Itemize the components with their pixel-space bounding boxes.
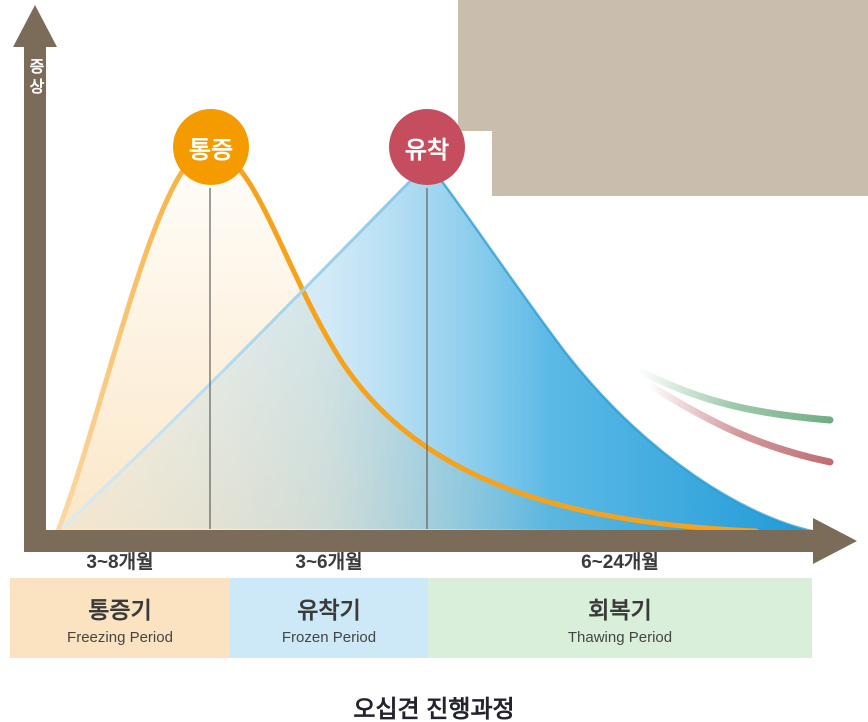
recovery-tail-green	[634, 366, 834, 424]
y-axis	[24, 46, 46, 552]
y-axis-arrowhead-icon	[13, 5, 57, 47]
phase-band-frozen: 유착기 Frozen Period	[230, 578, 428, 658]
x-tick-freezing-duration: 3~8개월	[86, 552, 154, 573]
pain-badge: 통증	[173, 109, 249, 185]
adhesion-rise-line	[60, 161, 430, 530]
y-axis-label: 증상	[26, 58, 43, 98]
phase-band-freezing-label-en: Freezing Period	[67, 628, 173, 646]
phase-band-thawing: 회복기 Thawing Period	[428, 578, 812, 658]
adhesion-fall-line	[427, 162, 813, 533]
chart-title: 오십견 진행과정	[353, 696, 515, 722]
phase-band-thawing-label-en: Thawing Period	[567, 628, 673, 646]
x-tick-thawing-duration: 6~24개월	[581, 552, 659, 573]
phase-bands: 통증기 Freezing Period 유착기 Frozen Period 회복…	[10, 578, 812, 658]
phase-band-frozen-label: 유착기	[297, 596, 361, 623]
x-axis-arrowhead-icon	[813, 518, 857, 564]
background-block-bottom	[492, 131, 868, 196]
phase-band-thawing-label: 회복기	[588, 596, 652, 623]
x-tick-frozen-duration: 3~6개월	[295, 552, 363, 573]
phase-band-frozen-label-en: Frozen Period	[281, 628, 377, 646]
x-axis	[24, 530, 814, 552]
recovery-tail-red	[644, 380, 834, 466]
adhesion-curve-fill	[62, 163, 812, 531]
phase-band-freezing-label: 통증기	[88, 596, 152, 623]
pain-curve-line	[55, 147, 759, 534]
background-block-top	[458, 0, 868, 131]
phase-band-freezing: 통증기 Freezing Period	[10, 578, 230, 658]
adhesion-badge: 유착	[389, 109, 465, 185]
